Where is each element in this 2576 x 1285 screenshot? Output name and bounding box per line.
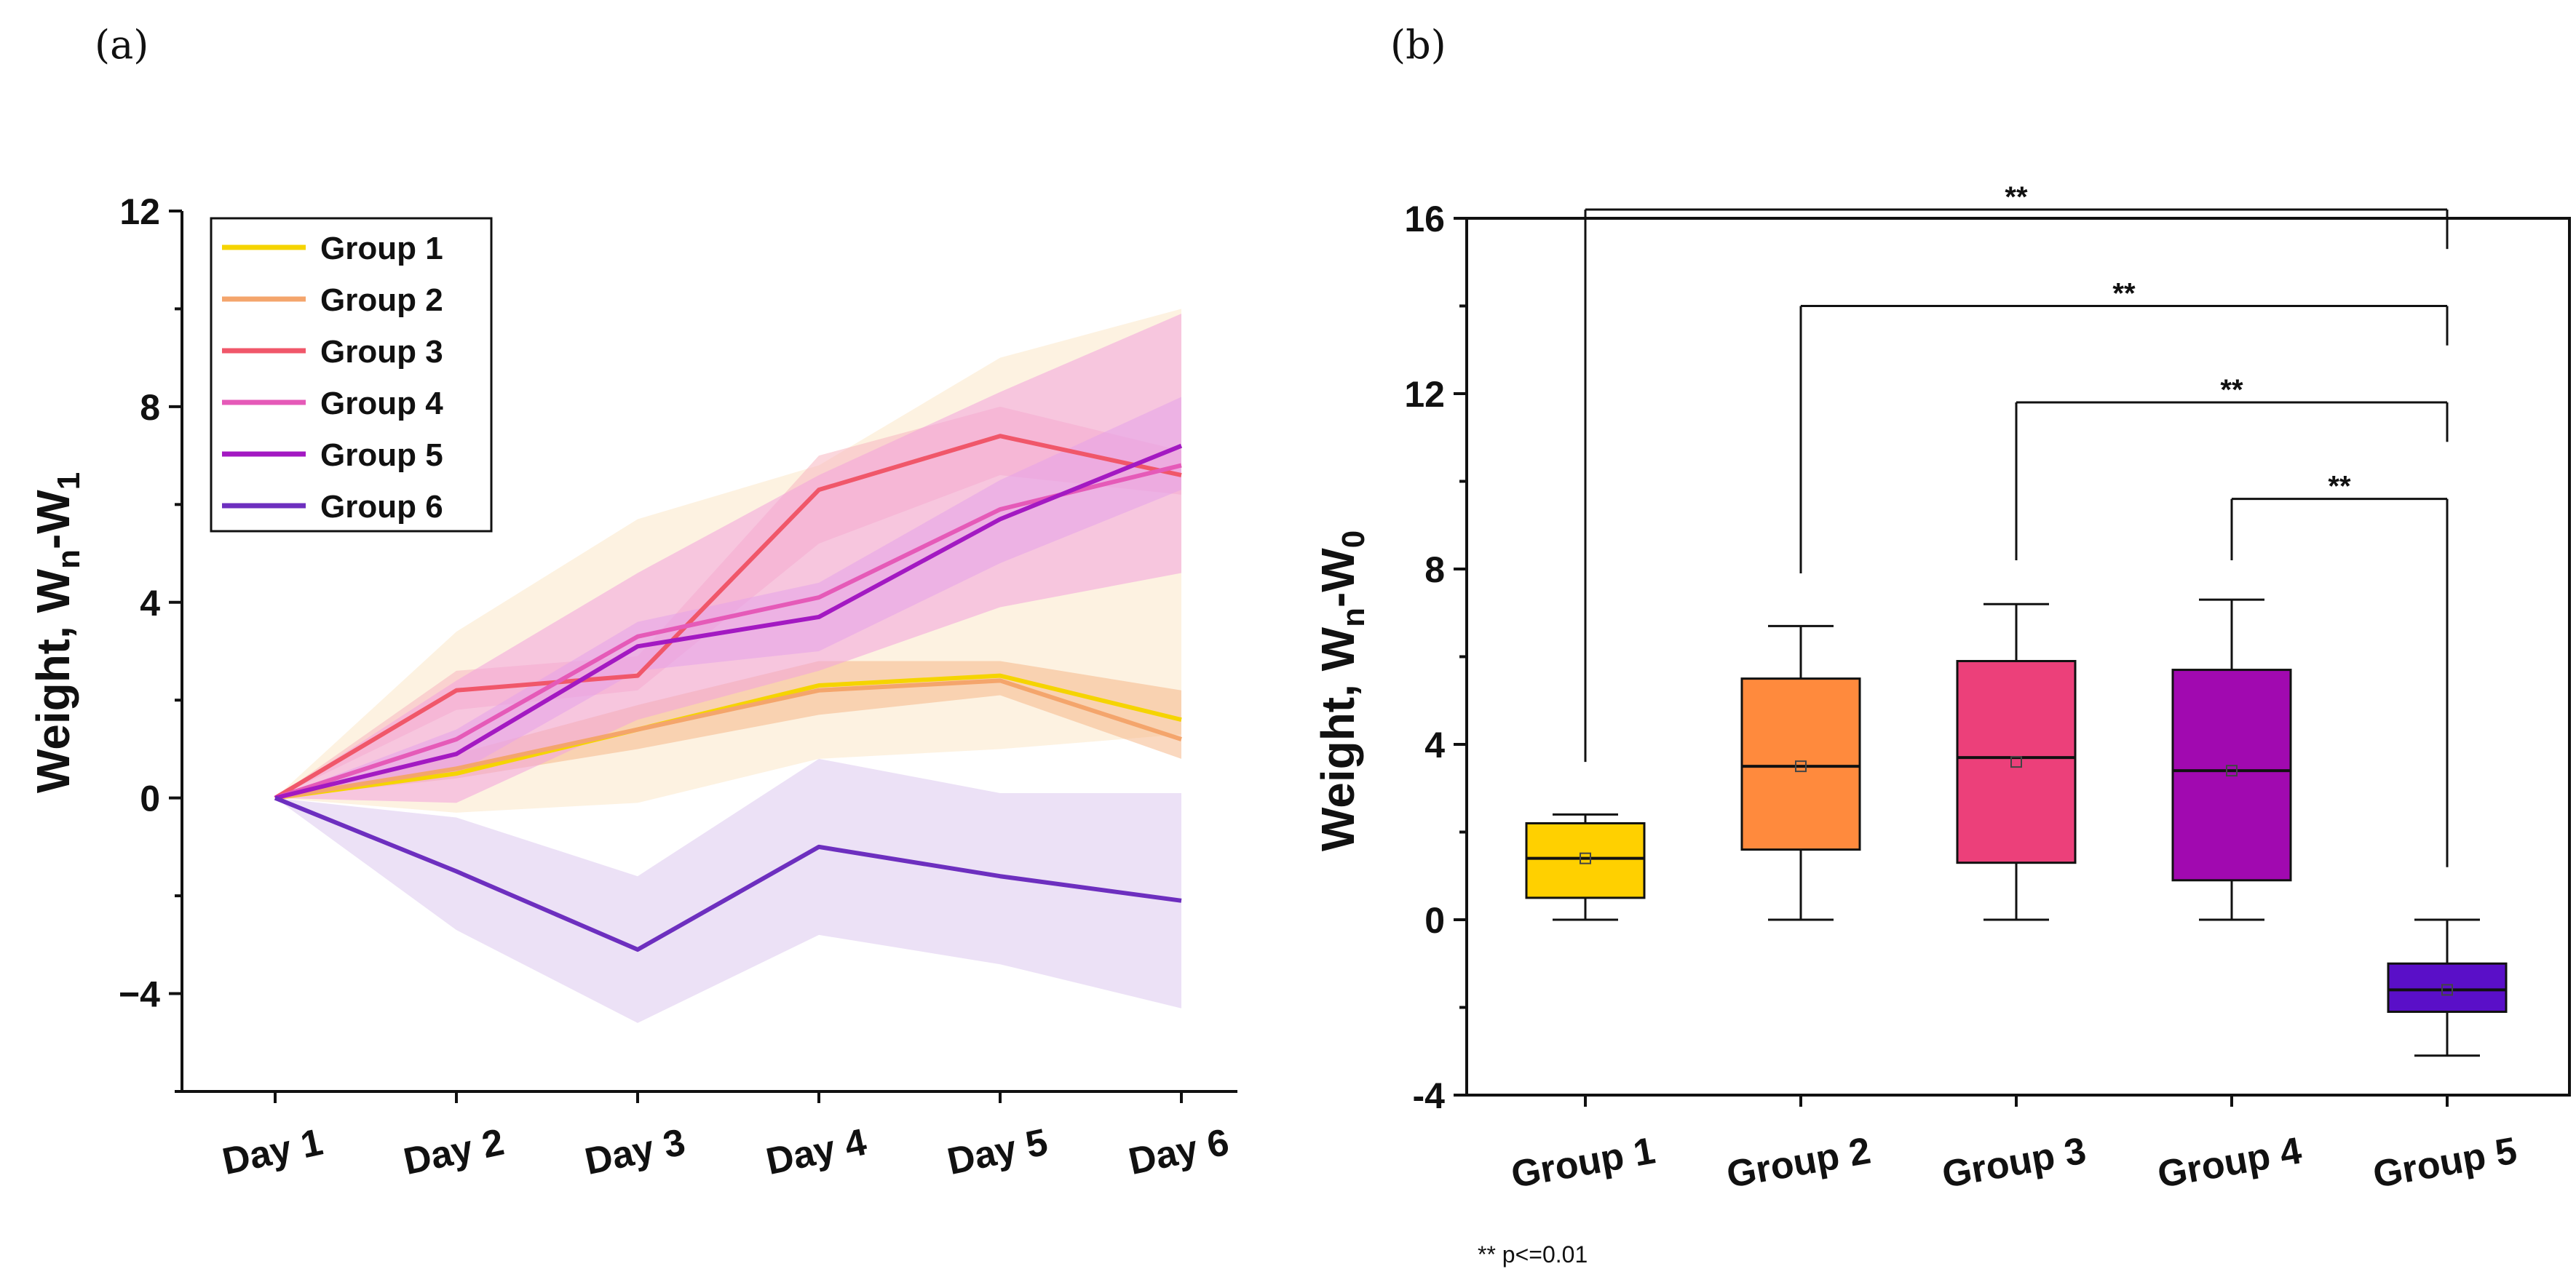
band-group-4: [275, 314, 1181, 803]
line-group-5: [274, 443, 1183, 800]
box-group-2: [1740, 677, 1861, 851]
panel-a-x-tick-label: Day 5: [944, 1121, 1052, 1184]
legend-label-group-2: Group 2: [320, 282, 443, 318]
panel-a-legend: Group 1 Group 2 Group 3 Group 4 Group 5 Group…: [210, 217, 493, 533]
panel-b-x-tick-label: Group 2: [1724, 1129, 1874, 1196]
line-group-3: [274, 434, 1182, 800]
panel-a-x-tick-label: Day 2: [400, 1121, 508, 1184]
panel-a-y-tick-label: 8: [140, 387, 160, 428]
box-group-4: [2171, 669, 2292, 882]
band-group-6: [275, 758, 1181, 1023]
panel-b-boxes: [1525, 598, 2508, 1057]
legend-label-group-6: Group 6: [320, 489, 443, 525]
significance-label-3: **: [2220, 374, 2243, 406]
box-group-1: [1525, 821, 1646, 899]
mean-marker-group-2: [1795, 760, 1807, 773]
panel-b-x-tick-label: Group 3: [1939, 1129, 2089, 1196]
panel-a-y-tick-label: 12: [119, 191, 160, 232]
panel-a-x-tick-label: Day 1: [219, 1121, 327, 1184]
panel-a-ylabel-sub1: n: [51, 549, 87, 569]
panel-b-ylabel-mid: -W: [1312, 548, 1364, 608]
mean-marker-group-5: [2441, 984, 2453, 996]
panel-b-ylabel-sub1: n: [1336, 608, 1371, 627]
legend-label-group-5: Group 5: [320, 437, 443, 473]
panel-b-x-tick-label: Group 1: [1508, 1129, 1658, 1196]
panel-b-x-tick-label: Group 4: [2155, 1129, 2304, 1196]
panel-b-y-tick-label: 4: [1424, 725, 1445, 765]
panel-a-x-tick-label: Day 4: [763, 1121, 871, 1184]
panel-b-ylabel-sub2: 0: [1336, 530, 1371, 548]
panel-b-x-tick-label: Group 5: [2370, 1129, 2520, 1196]
legend-label-group-3: Group 3: [320, 334, 443, 370]
panel-a-ylabel-main: Weight, W: [27, 568, 79, 793]
panel-a-y-tick-label: 4: [140, 583, 160, 624]
line-group-1: [274, 673, 1182, 800]
legend-label-group-4: Group 4: [320, 386, 443, 421]
panel-a-label: (a): [95, 22, 148, 68]
panel-a-y-tick-label: 0: [140, 779, 160, 819]
panel-a-line-chart: (a) Weight, Wn-W1 12 8 4 0 −4 Day 1 Day 2 Day 3…: [27, 22, 1237, 1183]
significance-label-2: **: [2112, 278, 2136, 310]
panel-a-series-lines: [274, 434, 1183, 952]
panel-b-y-tick-label: 8: [1424, 549, 1445, 590]
panel-a-y-axis-title: Weight, Wn-W1: [27, 472, 87, 793]
panel-a-y-tick-label: −4: [119, 974, 160, 1015]
mean-marker-group-1: [1580, 852, 1591, 864]
legend-frame: [210, 217, 493, 533]
line-group-4: [274, 463, 1182, 800]
panel-a-ylabel-mid: -W: [27, 490, 79, 549]
panel-a-ylabel-sub2: 1: [51, 472, 87, 490]
panel-b-y-axis-title: Weight, Wn-W0: [1312, 530, 1371, 851]
panel-b-y-tick-label: 12: [1404, 374, 1445, 415]
panel-b-box-chart: (b) Weight, Wn-W0 ******** 1612840-4Grou…: [1312, 22, 2571, 1268]
panel-b-y-tick-label: 0: [1424, 900, 1445, 941]
significance-label-4: **: [2328, 471, 2351, 503]
significance-label-1: **: [2005, 181, 2028, 213]
mean-marker-group-4: [2226, 765, 2238, 777]
panel-b-y-tick-label: 16: [1404, 199, 1445, 239]
box-group-5: [2387, 962, 2508, 1014]
panel-a-x-tick-label: Day 3: [582, 1121, 689, 1184]
mean-marker-group-3: [2010, 756, 2022, 768]
panel-b-significance-brackets: ** ** ** **: [1584, 181, 2449, 867]
legend-label-group-1: Group 1: [320, 231, 443, 266]
panel-b-y-tick-label: -4: [1413, 1075, 1446, 1116]
line-group-2: [274, 678, 1182, 800]
panel-b-ylabel-main: Weight, W: [1312, 626, 1364, 851]
panel-b-label: (b): [1390, 22, 1446, 68]
box-group-3: [1956, 660, 2077, 864]
line-group-6: [274, 795, 1182, 952]
panel-b-footnote: ** p<=0.01: [1478, 1241, 1588, 1268]
panel-a-x-tick-label: Day 6: [1125, 1121, 1233, 1184]
